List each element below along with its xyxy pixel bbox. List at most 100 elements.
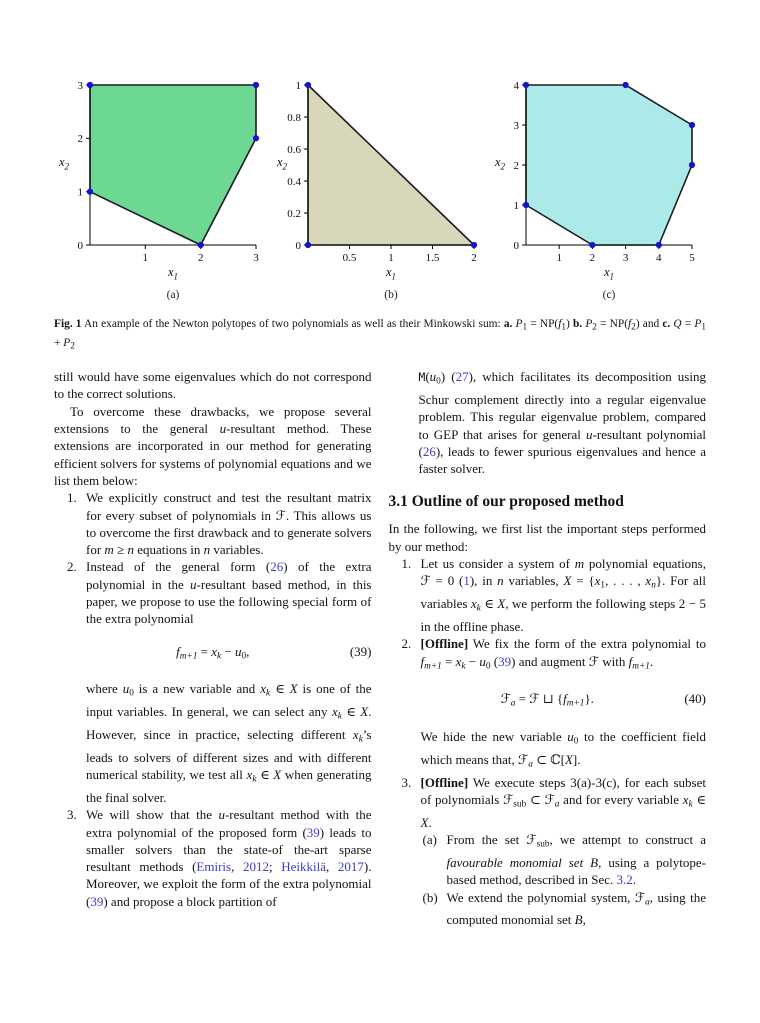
text-segment: k bbox=[266, 688, 271, 699]
text-segment: , we attempt to construct a bbox=[549, 832, 707, 848]
text-segment: polynomial equations, bbox=[584, 556, 706, 572]
text-segment: 0 bbox=[129, 688, 134, 699]
ref-link[interactable]: 26 bbox=[422, 443, 436, 459]
figure-1: 1 2 3 0 1 2 3 x1 x2 (a) 0.5 1 1.5 2 0 0.2 0.4 0.6 0.8 1 x1 x… bbox=[54, 75, 706, 303]
vertex-dot bbox=[470, 241, 478, 249]
text-segment: Fig. 1 bbox=[54, 318, 82, 330]
list-item-text: Let us consider a system of m polynomial… bbox=[421, 555, 707, 635]
text-segment: . bbox=[428, 814, 432, 830]
text-segment: u bbox=[479, 653, 486, 669]
y-tick-label: 0 bbox=[296, 240, 302, 252]
text-segment: a bbox=[528, 759, 533, 770]
ref-link[interactable]: Heikkilä bbox=[281, 859, 326, 875]
list-item-1: 1. We explicitly construct and test the … bbox=[54, 489, 372, 558]
paragraph: To overcome these drawbacks, we propose … bbox=[54, 403, 372, 489]
ref-link[interactable]: 39 bbox=[498, 653, 512, 669]
ref-link[interactable]: 2017 bbox=[337, 859, 364, 875]
text-segment: k bbox=[252, 774, 257, 785]
text-segment: m+1 bbox=[179, 651, 198, 662]
text-segment: . However, since in practice, selecting … bbox=[86, 704, 372, 743]
text-segment: [Offline] bbox=[420, 774, 469, 790]
text-segment: k bbox=[217, 651, 222, 662]
ref-link[interactable]: 3.2 bbox=[616, 872, 633, 888]
polytope-region bbox=[525, 84, 693, 246]
ref-link[interactable]: 39 bbox=[306, 824, 320, 840]
left-column: still would have some eigenvalues which … bbox=[54, 368, 372, 928]
sub-item-text: We extend the polynomial system, ℱa, usi… bbox=[447, 889, 707, 929]
equation-expression: ℱa = ℱ ⊔ {fm+1}. bbox=[501, 691, 594, 709]
sub-item-marker: (a) bbox=[422, 832, 437, 848]
text-segment: ) bbox=[566, 318, 573, 330]
y-tick-label: 0.4 bbox=[287, 176, 301, 188]
text-segment: ) of the extra polynomial in the bbox=[86, 559, 372, 592]
text-segment: f bbox=[420, 653, 425, 669]
list-number: 1. bbox=[401, 556, 412, 572]
text-segment: An example of the Newton polytopes of tw… bbox=[81, 318, 504, 330]
section-heading: 3.1 Outline of our proposed method bbox=[388, 493, 624, 511]
text-segment: x bbox=[260, 681, 266, 697]
text-segment: is one of the input variables. In genera… bbox=[86, 681, 372, 720]
text-segment: x bbox=[645, 573, 652, 589]
vertex-dot bbox=[86, 81, 94, 89]
vertex-dot bbox=[688, 161, 696, 169]
text-segment: m+1 bbox=[632, 661, 650, 672]
text-segment: ℱ bbox=[544, 792, 555, 808]
text-segment: where bbox=[86, 681, 123, 697]
text-segment: ℱ bbox=[588, 653, 599, 669]
text-segment: m bbox=[574, 556, 585, 572]
text-segment: x bbox=[246, 767, 253, 783]
text-segment: f bbox=[558, 318, 562, 330]
text-segment: Q bbox=[673, 318, 682, 330]
text-segment: }. bbox=[584, 691, 594, 707]
ref-link[interactable]: 2012 bbox=[242, 859, 269, 875]
text-segment: We extend the polynomial system, bbox=[446, 889, 635, 905]
text-segment: We explicitly construct and test the res… bbox=[86, 490, 372, 523]
x-tick-label: 1 bbox=[556, 252, 562, 264]
y-tick-label: 0 bbox=[78, 240, 84, 252]
text-segment: 0 bbox=[573, 736, 579, 747]
sub-item-marker: (b) bbox=[422, 889, 438, 905]
text-segment: u bbox=[429, 369, 437, 385]
text-segment: , using a polytope-based method, describ… bbox=[446, 854, 707, 888]
x-tick-label: 3 bbox=[253, 252, 259, 264]
text-segment: u bbox=[218, 807, 225, 823]
ref-link[interactable]: 39 bbox=[90, 893, 104, 909]
text-segment: f bbox=[628, 318, 632, 330]
list-item-2: 2. [Offline] We fix the form of the extr… bbox=[389, 635, 707, 773]
ref-link[interactable]: 1 bbox=[463, 573, 470, 589]
y-tick-label: 1 bbox=[296, 80, 302, 92]
text-segment: In the following, we first list the impo… bbox=[388, 521, 707, 554]
figure-1-caption: Fig. 1 An example of the Newton polytope… bbox=[54, 317, 706, 355]
vertex-dot bbox=[688, 121, 696, 129]
ref-link[interactable]: Emiris bbox=[196, 859, 232, 875]
text-segment: n bbox=[651, 580, 656, 591]
text-segment: ( bbox=[490, 653, 499, 669]
y-tick-label: 1 bbox=[78, 187, 84, 199]
vertex-dot bbox=[304, 81, 312, 89]
text-segment: 1 bbox=[522, 322, 528, 333]
text-segment: k bbox=[337, 711, 342, 722]
text-segment: = bbox=[515, 691, 530, 707]
text-segment: 2 bbox=[631, 322, 636, 333]
equation-expression: fm+1 = xk − u0, bbox=[176, 644, 249, 662]
y-tick-label: 0.6 bbox=[287, 144, 301, 156]
text-segment: . bbox=[649, 653, 654, 669]
ref-link[interactable]: 26 bbox=[270, 559, 284, 575]
y-axis-label: x2 bbox=[58, 155, 70, 172]
vertex-dot bbox=[304, 241, 312, 249]
text-segment: From the set bbox=[446, 832, 527, 848]
text-segment: -resultant based method, in this paper, … bbox=[86, 576, 372, 627]
text-segment: ⊂ ℂ[ bbox=[532, 751, 565, 767]
text-segment: 1 bbox=[600, 580, 606, 591]
text-segment: to the coefficient field which means tha… bbox=[420, 729, 707, 767]
text-segment: a bbox=[510, 698, 516, 709]
text-segment: X bbox=[289, 681, 298, 697]
text-segment: We execute steps 3(a)-3(c), for each sub… bbox=[420, 774, 707, 808]
y-tick-label: 2 bbox=[514, 160, 520, 172]
text-segment: when generating the final solver. bbox=[86, 767, 372, 805]
paragraph: In the following, we first list the impo… bbox=[389, 520, 707, 555]
list-item-text-part: where u0 is a new variable and xk ∈ X is… bbox=[86, 681, 372, 804]
text-segment: ℱ bbox=[503, 792, 514, 808]
ref-link[interactable]: 27 bbox=[455, 369, 469, 385]
